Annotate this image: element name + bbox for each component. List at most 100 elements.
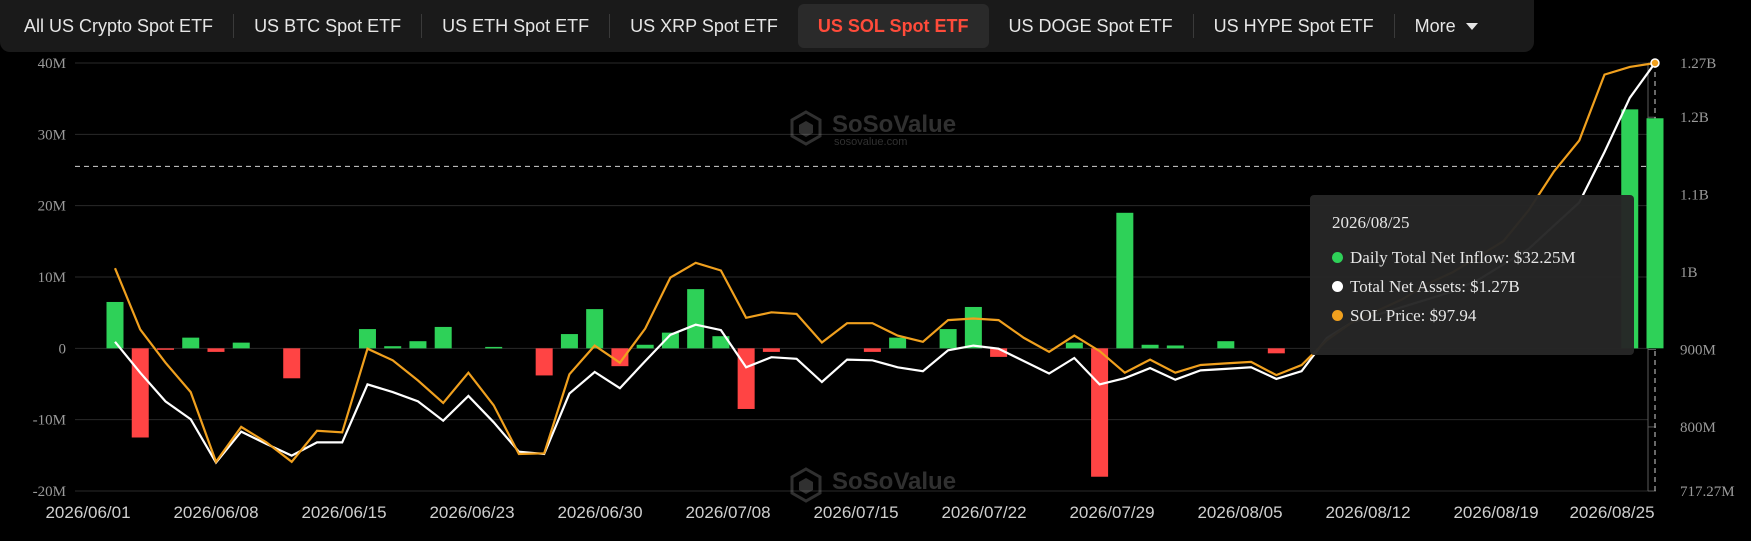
left-tick-label: 0: [59, 341, 67, 357]
x-tick-label: 2026/06/30: [557, 503, 642, 522]
tab-us-doge-spot-etf[interactable]: US DOGE Spot ETF: [1008, 15, 1173, 36]
sosovalue-logo-icon: [790, 467, 822, 503]
tooltip-price-label: SOL Price: $97.94: [1350, 305, 1477, 325]
price-legend-dot: [1332, 310, 1343, 321]
watermark-brand: SoSoValue: [832, 468, 956, 495]
tab-us-hype-spot-etf[interactable]: US HYPE Spot ETF: [1213, 15, 1374, 36]
inflow-bar: [182, 337, 200, 349]
inflow-bar: [939, 329, 957, 349]
tab-divider: [609, 14, 611, 38]
inflow-bar: [1646, 118, 1664, 349]
x-tick-label: 2026/06/08: [173, 503, 258, 522]
inflow-bar: [1116, 212, 1134, 349]
inflow-bar: [1217, 341, 1235, 349]
tab-divider: [233, 14, 235, 38]
tab-us-xrp-spot-etf[interactable]: US XRP Spot ETF: [630, 15, 778, 36]
inflow-bar: [434, 326, 452, 349]
inflow-bar: [106, 301, 124, 349]
right-tick-label: 800M: [1680, 420, 1716, 436]
inflow-bar: [358, 329, 376, 349]
sosovalue-logo-icon: [790, 110, 822, 146]
tab-divider: [1393, 14, 1395, 38]
inflow-bar: [611, 348, 629, 367]
right-tick-label: 1.2B: [1680, 110, 1709, 126]
tab-us-eth-spot-etf[interactable]: US ETH Spot ETF: [442, 15, 590, 36]
inflow-bars: [106, 109, 1664, 477]
x-tick-label: 2026/06/23: [429, 503, 514, 522]
left-tick-label: -20M: [33, 484, 66, 500]
inflow-bar: [535, 348, 553, 376]
x-tick-label: 2026/07/22: [941, 503, 1026, 522]
x-tick-label: 2026/06/15: [301, 503, 386, 522]
inflow-bar: [131, 348, 149, 438]
x-tick-label: 2026/08/25: [1569, 503, 1654, 522]
inflow-bar: [232, 342, 250, 349]
tooltip-inflow-label: Daily Total Net Inflow: $32.25M: [1350, 247, 1576, 267]
right-tick-label: 900M: [1680, 343, 1716, 359]
tooltip-row-price: SOL Price: $97.94: [1332, 301, 1612, 330]
tooltip-assets-label: Total Net Assets: $1.27B: [1350, 276, 1520, 296]
x-tick-label: 2026/08/12: [1325, 503, 1410, 522]
x-tick-label: 2026/06/01: [45, 503, 130, 522]
left-tick-label: 10M: [38, 270, 66, 286]
inflow-bar: [207, 348, 225, 352]
chevron-down-icon: [1465, 22, 1478, 30]
tab-divider: [1192, 14, 1194, 38]
right-tick-label: 1.27B: [1680, 56, 1716, 72]
inflow-bar: [712, 336, 730, 349]
tooltip-row-assets: Total Net Assets: $1.27B: [1332, 272, 1612, 301]
more-menu-button[interactable]: More: [1395, 4, 1498, 48]
right-tick-label: 1B: [1680, 265, 1698, 281]
assets-legend-dot: [1332, 281, 1343, 292]
inflow-legend-dot: [1332, 252, 1343, 263]
inflow-bar: [863, 348, 881, 352]
watermark-top: SoSoValue sosovalue.com: [790, 110, 956, 148]
more-label: More: [1414, 15, 1456, 36]
left-tick-label: 30M: [38, 127, 66, 143]
x-tick-label: 2026/08/05: [1197, 503, 1282, 522]
x-axis: 2026/06/01 2026/06/08 2026/06/15 2026/06/23…: [45, 503, 1654, 522]
left-tick-label: 20M: [38, 199, 66, 215]
left-tick-label: -10M: [33, 413, 66, 429]
watermark-brand: SoSoValue: [832, 111, 956, 138]
inflow-bar: [990, 348, 1008, 357]
inflow-bar: [889, 337, 907, 349]
watermark-domain: sosovalue.com: [834, 136, 907, 148]
left-tick-label: 40M: [38, 56, 66, 72]
inflow-bar: [156, 348, 174, 350]
sol-price-end-marker: [1650, 58, 1660, 68]
inflow-bar: [1267, 348, 1285, 354]
x-tick-label: 2026/07/08: [685, 503, 770, 522]
inflow-bar: [737, 348, 755, 409]
inflow-bar: [1141, 344, 1159, 349]
tab-us-btc-spot-etf[interactable]: US BTC Spot ETF: [254, 15, 402, 36]
inflow-bar: [1166, 345, 1184, 349]
inflow-bar: [687, 289, 705, 349]
left-axis: 40M 30M 20M 10M 0 -10M -20M: [33, 56, 66, 500]
inflow-bar: [560, 334, 578, 349]
tooltip-date: 2026/08/25: [1332, 213, 1410, 232]
right-tick-label: 1.1B: [1680, 188, 1709, 204]
tooltip: 2026/08/25 Daily Total Net Inflow: $32.2…: [1310, 195, 1634, 355]
inflow-bar: [586, 309, 604, 349]
x-tick-label: 2026/07/15: [813, 503, 898, 522]
inflow-bar: [283, 348, 301, 379]
x-tick-label: 2026/08/19: [1453, 503, 1538, 522]
inflow-bar: [762, 348, 780, 352]
inflow-bar: [384, 346, 402, 349]
inflow-bar: [1091, 348, 1109, 477]
tooltip-row-inflow: Daily Total Net Inflow: $32.25M: [1332, 243, 1612, 272]
tab-all-us-crypto-spot-etf[interactable]: All US Crypto Spot ETF: [24, 15, 214, 36]
x-tick-label: 2026/07/29: [1069, 503, 1154, 522]
inflow-bar: [485, 346, 503, 349]
tab-us-sol-spot-etf[interactable]: US SOL Spot ETF: [797, 4, 989, 48]
right-tick-label: 717.27M: [1680, 484, 1735, 500]
tab-divider: [421, 14, 423, 38]
inflow-bar: [1065, 342, 1083, 349]
etf-tab-bar: All US Crypto Spot ETF US BTC Spot ETF U…: [0, 0, 1534, 52]
inflow-bar: [636, 344, 654, 349]
inflow-bar: [964, 306, 982, 349]
inflow-bar: [661, 332, 679, 349]
watermark-bottom: SoSoValue: [790, 467, 956, 503]
